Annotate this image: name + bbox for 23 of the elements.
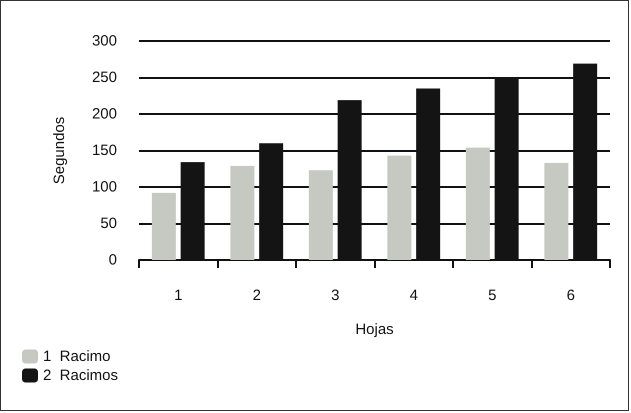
legend-label: 1 Racimo: [43, 348, 111, 365]
x-axis-title: Hojas: [355, 321, 394, 338]
x-tick-label: 6: [566, 287, 575, 304]
bar: [544, 162, 568, 260]
x-tick-label: 5: [488, 287, 496, 304]
bar: [466, 148, 490, 260]
y-tick-label: 300: [92, 32, 117, 50]
bar: [308, 170, 333, 260]
x-tick-label: 2: [252, 287, 261, 304]
x-tick-label: 3: [331, 287, 340, 304]
legend-label: 2 Racimos: [43, 367, 118, 384]
y-tick-label: 0: [108, 252, 117, 268]
y-tick-label: 200: [92, 106, 117, 122]
y-tick-label: 100: [92, 178, 117, 196]
y-tick-label: 50: [100, 215, 117, 232]
bar: [152, 192, 176, 260]
y-axis-title: Segundos: [51, 116, 68, 184]
y-tick-label: 250: [92, 69, 117, 86]
x-tick-label: 1: [174, 287, 182, 304]
y-tick-label: 150: [92, 142, 117, 159]
bar: [387, 156, 412, 260]
bar: [230, 166, 254, 260]
x-tick-label: 4: [410, 287, 418, 304]
